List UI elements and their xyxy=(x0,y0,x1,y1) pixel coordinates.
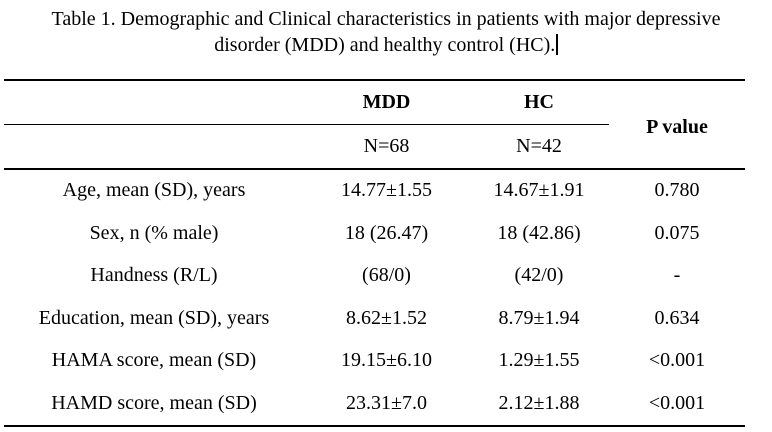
row-label-cell[interactable]: HAMD score, mean (SD) xyxy=(51,391,257,414)
table-body: Age, mean (SD), years 14.77±1.55 14.67±1… xyxy=(4,170,745,425)
p-value-cell[interactable]: <0.001 xyxy=(648,349,706,372)
table-row: HAMA score, mean (SD) 19.15±6.10 1.29±1.… xyxy=(4,340,745,383)
hc-value-cell[interactable]: 2.12±1.88 xyxy=(498,391,580,414)
mdd-value-cell[interactable]: 14.77±1.55 xyxy=(341,179,432,202)
header-n-row: N=68 N=42 xyxy=(4,125,609,168)
table-caption-line-2-text: disorder (MDD) and healthy control (HC). xyxy=(214,34,556,56)
mdd-value-cell[interactable]: (68/0) xyxy=(362,264,411,287)
row-label-cell[interactable]: Age, mean (SD), years xyxy=(62,179,246,202)
mdd-value-cell[interactable]: 18 (26.47) xyxy=(344,221,429,244)
row-label-cell[interactable]: HAMA score, mean (SD) xyxy=(51,349,257,372)
table-caption-line-2[interactable]: disorder (MDD) and healthy control (HC). xyxy=(0,32,772,58)
table-row: Education, mean (SD), years 8.62±1.52 8.… xyxy=(4,297,745,340)
hc-value-cell[interactable]: 14.67±1.91 xyxy=(493,179,585,202)
p-value-cell[interactable]: <0.001 xyxy=(648,391,706,414)
header-mdd[interactable]: MDD xyxy=(362,90,411,113)
header-blank-cell xyxy=(4,125,304,168)
table-row: Age, mean (SD), years 14.77±1.55 14.67±1… xyxy=(4,170,745,213)
mdd-value-cell[interactable]: 19.15±6.10 xyxy=(341,349,432,372)
row-label-cell[interactable]: Education, mean (SD), years xyxy=(38,306,270,329)
table-row: HAMD score, mean (SD) 23.31±7.0 2.12±1.8… xyxy=(4,382,745,425)
header-group-row: MDD HC xyxy=(4,81,609,125)
row-label-cell[interactable]: Handness (R/L) xyxy=(90,264,218,287)
table-caption: Table 1. Demographic and Clinical charac… xyxy=(0,6,772,58)
hc-value-cell[interactable]: 8.79±1.94 xyxy=(498,306,580,329)
row-label-cell[interactable]: Sex, n (% male) xyxy=(89,221,219,244)
table-row: Handness (R/L) (68/0) (42/0) - xyxy=(4,255,745,298)
text-cursor-caret xyxy=(556,34,558,55)
hc-value-cell[interactable]: (42/0) xyxy=(514,264,564,287)
demographics-table: MDD HC N=68 N=42 P value Age, mean (SD),… xyxy=(4,79,745,427)
p-value-cell[interactable]: - xyxy=(673,264,681,287)
mdd-value-cell[interactable]: 23.31±7.0 xyxy=(346,391,427,414)
header-n-hc[interactable]: N=42 xyxy=(516,134,562,157)
hc-value-cell[interactable]: 1.29±1.55 xyxy=(498,349,580,372)
header-p-value[interactable]: P value xyxy=(646,116,708,139)
table-header: MDD HC N=68 N=42 P value xyxy=(4,81,745,170)
mdd-value-cell[interactable]: 8.62±1.52 xyxy=(346,306,427,329)
p-value-cell[interactable]: 0.075 xyxy=(654,221,700,244)
header-blank-cell xyxy=(4,81,304,124)
p-value-cell[interactable]: 0.780 xyxy=(654,179,700,202)
header-n-mdd[interactable]: N=68 xyxy=(363,134,410,157)
hc-value-cell[interactable]: 18 (42.86) xyxy=(497,221,581,244)
table-caption-line-1[interactable]: Table 1. Demographic and Clinical charac… xyxy=(51,8,721,30)
table-row: Sex, n (% male) 18 (26.47) 18 (42.86) 0.… xyxy=(4,212,745,255)
p-value-cell[interactable]: 0.634 xyxy=(654,306,700,329)
header-hc[interactable]: HC xyxy=(524,90,554,113)
